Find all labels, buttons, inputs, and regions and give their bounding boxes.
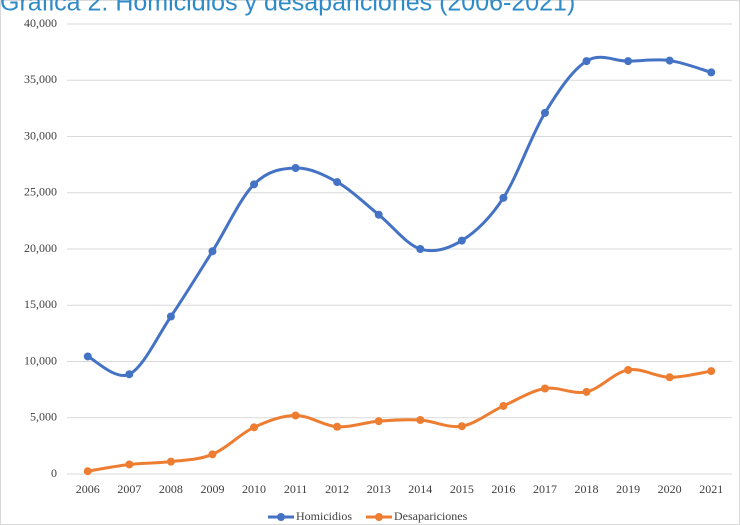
x-tick-label: 2018 bbox=[575, 482, 599, 496]
y-tick-label: 5,000 bbox=[30, 410, 57, 424]
y-tick-label: 25,000 bbox=[24, 185, 57, 199]
point bbox=[208, 450, 217, 459]
y-tick-label: 20,000 bbox=[24, 241, 57, 255]
point bbox=[291, 164, 300, 172]
point bbox=[499, 401, 508, 410]
x-tick-label: 2009 bbox=[200, 482, 224, 496]
y-tick-label: 0 bbox=[51, 466, 57, 480]
point bbox=[208, 247, 217, 256]
point bbox=[250, 180, 259, 189]
point bbox=[540, 384, 549, 393]
point bbox=[457, 422, 466, 431]
x-tick-label: 2017 bbox=[533, 482, 557, 496]
point bbox=[374, 210, 383, 219]
y-tick-label: 30,000 bbox=[24, 128, 57, 142]
legend-label: Desapariciones bbox=[394, 509, 468, 523]
y-tick-label: 10,000 bbox=[24, 353, 57, 367]
point bbox=[665, 56, 674, 65]
line bbox=[87, 55, 712, 377]
point bbox=[665, 373, 674, 382]
point bbox=[333, 422, 342, 431]
point bbox=[250, 423, 259, 432]
x-tick-label: 2008 bbox=[159, 482, 183, 496]
point bbox=[624, 365, 633, 374]
point bbox=[582, 387, 591, 396]
point bbox=[707, 68, 716, 77]
x-tick-label: 2007 bbox=[117, 482, 141, 496]
point bbox=[540, 108, 549, 117]
x-tick-label: 2016 bbox=[491, 482, 515, 496]
point bbox=[166, 457, 175, 466]
point bbox=[624, 57, 633, 66]
point bbox=[166, 312, 175, 321]
legend-marker bbox=[375, 513, 383, 521]
point bbox=[374, 417, 383, 426]
y-tick-label: 40,000 bbox=[24, 16, 57, 30]
y-tick-label: 15,000 bbox=[24, 297, 57, 311]
line bbox=[87, 368, 712, 473]
point bbox=[416, 416, 425, 424]
chart-title: Gráfica 2. Homicidios y desapariciones (… bbox=[0, 0, 575, 17]
x-tick-label: 2006 bbox=[76, 482, 100, 496]
point bbox=[83, 352, 92, 361]
legend-marker bbox=[277, 513, 285, 521]
legend-label: Homicidios bbox=[296, 509, 352, 523]
point bbox=[125, 460, 134, 469]
y-tick-label: 35,000 bbox=[24, 72, 57, 86]
x-tick-label: 2021 bbox=[699, 482, 723, 496]
point bbox=[333, 178, 342, 187]
point bbox=[125, 370, 134, 379]
point bbox=[707, 367, 716, 376]
x-tick-label: 2015 bbox=[450, 482, 474, 496]
point bbox=[582, 57, 591, 66]
x-tick-label: 2014 bbox=[408, 482, 432, 496]
x-tick-label: 2019 bbox=[616, 482, 640, 496]
x-tick-label: 2020 bbox=[658, 482, 682, 496]
point bbox=[457, 236, 466, 245]
point bbox=[83, 467, 92, 476]
x-tick-label: 2010 bbox=[242, 482, 266, 496]
x-tick-label: 2013 bbox=[367, 482, 391, 496]
x-tick-label: 2012 bbox=[325, 482, 349, 496]
x-tick-label: 2011 bbox=[284, 482, 308, 496]
point bbox=[291, 411, 300, 420]
point bbox=[416, 245, 425, 253]
point bbox=[499, 193, 508, 202]
